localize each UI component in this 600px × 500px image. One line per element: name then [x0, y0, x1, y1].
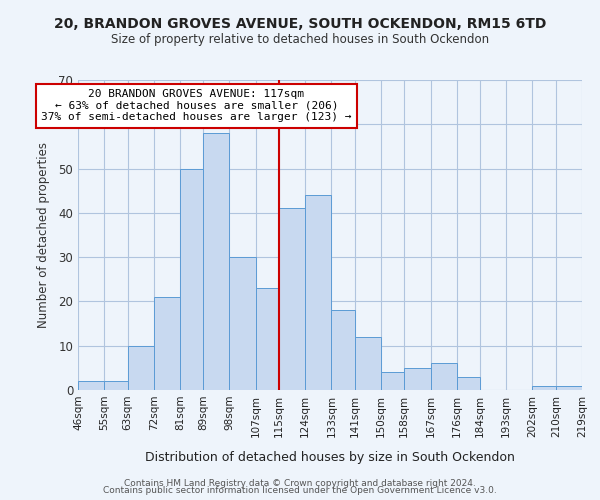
Bar: [305, 195, 331, 390]
Bar: [104, 381, 128, 390]
Bar: [128, 346, 154, 390]
Bar: [229, 257, 256, 390]
Text: 20 BRANDON GROVES AVENUE: 117sqm
← 63% of detached houses are smaller (206)
37% : 20 BRANDON GROVES AVENUE: 117sqm ← 63% o…: [41, 90, 352, 122]
Bar: [180, 168, 203, 390]
Text: 20, BRANDON GROVES AVENUE, SOUTH OCKENDON, RM15 6TD: 20, BRANDON GROVES AVENUE, SOUTH OCKENDO…: [54, 18, 546, 32]
Bar: [154, 297, 180, 390]
Bar: [355, 337, 381, 390]
Y-axis label: Number of detached properties: Number of detached properties: [37, 142, 50, 328]
Bar: [404, 368, 431, 390]
Text: Size of property relative to detached houses in South Ockendon: Size of property relative to detached ho…: [111, 32, 489, 46]
Bar: [556, 386, 582, 390]
Bar: [457, 376, 480, 390]
Bar: [532, 386, 556, 390]
Bar: [279, 208, 305, 390]
Text: Contains HM Land Registry data © Crown copyright and database right 2024.: Contains HM Land Registry data © Crown c…: [124, 478, 476, 488]
Bar: [256, 288, 279, 390]
Bar: [381, 372, 404, 390]
Bar: [78, 381, 104, 390]
Bar: [331, 310, 355, 390]
X-axis label: Distribution of detached houses by size in South Ockendon: Distribution of detached houses by size …: [145, 451, 515, 464]
Bar: [203, 133, 229, 390]
Bar: [431, 364, 457, 390]
Text: Contains public sector information licensed under the Open Government Licence v3: Contains public sector information licen…: [103, 486, 497, 495]
